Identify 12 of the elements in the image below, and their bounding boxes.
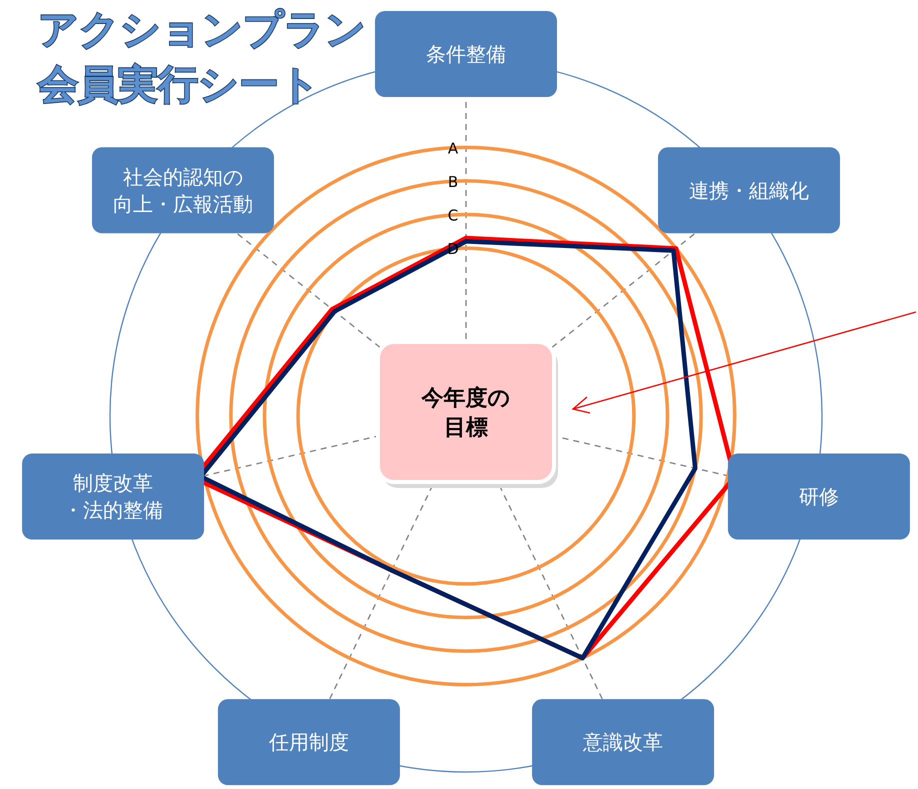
spoke-label: 制度改革・法的整備 bbox=[63, 471, 164, 522]
spoke-label: 連携・組織化 bbox=[689, 178, 810, 202]
spoke-label: 研修 bbox=[798, 484, 839, 509]
chart-title: アクションプラン bbox=[38, 7, 366, 53]
spoke-label: 社会的認知の向上・広報活動 bbox=[112, 164, 253, 216]
y-tick-label: A bbox=[448, 139, 459, 158]
spoke-label: 条件整備 bbox=[426, 42, 506, 66]
text: 今年度の目標 bbox=[420, 384, 510, 441]
spoke-label: 意識改革 bbox=[582, 730, 664, 754]
y-tick-label: B bbox=[448, 172, 458, 191]
chart-subtitle: 会員実行シート bbox=[37, 62, 320, 108]
spoke-label: 任用制度 bbox=[268, 730, 349, 754]
